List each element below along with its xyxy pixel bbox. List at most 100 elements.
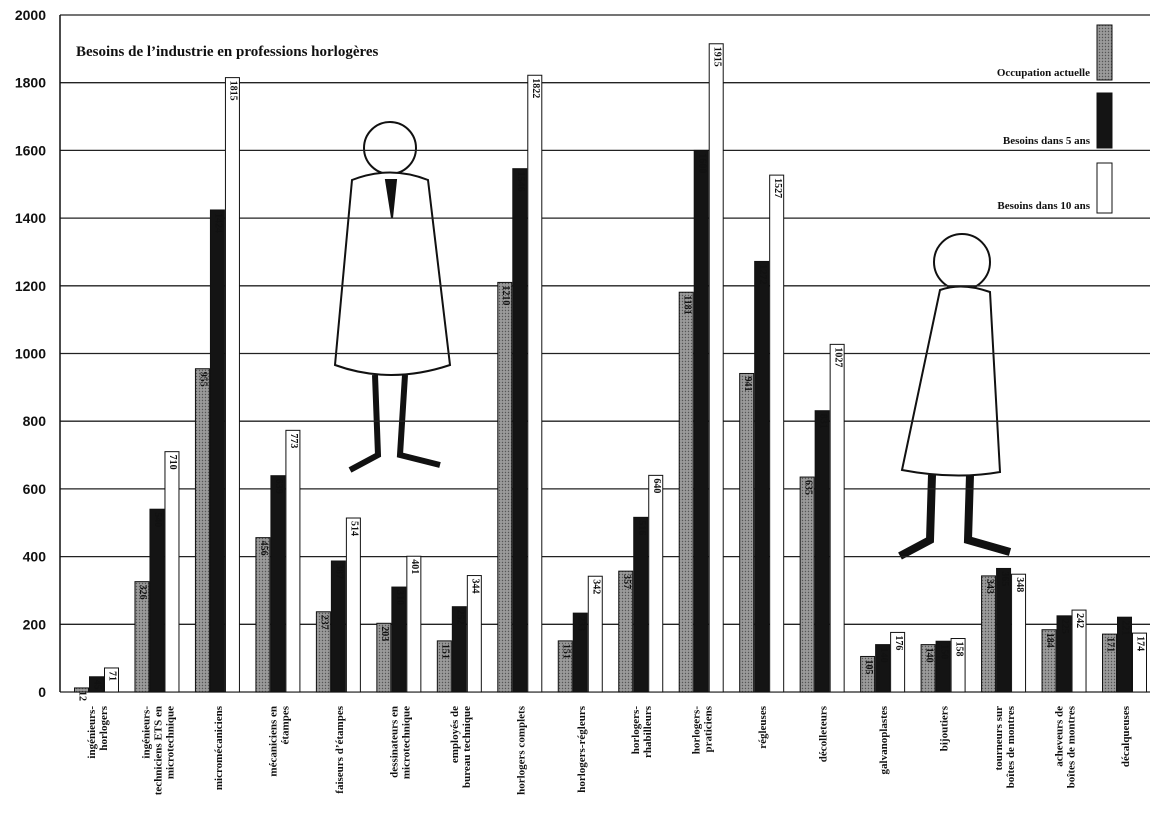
value-label: 514 (349, 521, 360, 536)
y-tick-label: 1000 (15, 346, 46, 362)
bar (755, 261, 769, 692)
value-label: 151 (440, 644, 451, 659)
value-label: 221 (1120, 620, 1131, 635)
x-tick-label: étampes (279, 705, 291, 744)
x-tick-label: faiseurs d’étampes (334, 705, 346, 793)
value-label: 640 (651, 478, 662, 493)
y-tick-label: 2000 (15, 7, 46, 23)
y-tick-label: 600 (23, 481, 47, 497)
bar (740, 373, 754, 692)
bar (331, 561, 345, 692)
value-label: 1027 (832, 347, 843, 367)
bar (271, 476, 285, 692)
x-tick-label: micromécaniciens (213, 705, 225, 790)
value-label: 1600 (696, 153, 707, 173)
value-label: 401 (409, 559, 420, 574)
x-tick-label: rhabilleurs (642, 705, 654, 758)
value-label: 1915 (711, 47, 722, 67)
legend-label: Besoins dans 5 ans (1003, 135, 1091, 147)
y-tick-label: 1400 (15, 210, 46, 226)
x-tick-label: microtechnique (400, 706, 412, 779)
x-tick-label: ingénieurs- (140, 706, 152, 759)
illustration-man-right (900, 234, 1010, 556)
value-label: 140 (878, 648, 889, 663)
legend-swatch (1097, 163, 1112, 213)
value-label: 252 (455, 610, 466, 625)
value-label: 233 (575, 616, 586, 631)
chart-title: Besoins de l’industrie en professions ho… (76, 44, 379, 60)
bar (679, 292, 693, 692)
chart: Besoins de l’industrie en professions ho… (0, 0, 1150, 834)
x-tick-label: régleuses (757, 705, 769, 748)
bar (195, 369, 209, 692)
x-tick-label: horlogers- (691, 706, 703, 755)
value-label: 176 (893, 635, 904, 650)
bar (513, 169, 527, 692)
value-label: 955 (198, 372, 209, 387)
bar (528, 75, 542, 692)
illustration-man-left (335, 122, 450, 470)
bar (346, 518, 360, 692)
bar (225, 78, 239, 692)
value-label: 310 (394, 590, 405, 605)
bar (815, 411, 829, 692)
value-label: 456 (258, 541, 269, 556)
value-label: 151 (560, 644, 571, 659)
bar (830, 344, 844, 692)
value-label: 105 (863, 659, 874, 674)
x-tick-label: mécaniciens en (267, 706, 279, 777)
y-tick-label: 1200 (15, 278, 46, 294)
value-label: 516 (636, 520, 647, 535)
value-label: 710 (167, 455, 178, 470)
x-tick-label: horlogers-régleurs (576, 705, 588, 792)
y-tick-label: 800 (23, 413, 47, 429)
value-label: 343 (984, 579, 995, 594)
value-label: 12 (77, 691, 88, 701)
value-label: 71 (107, 671, 118, 681)
bar (997, 568, 1011, 692)
y-tick-label: 1600 (15, 142, 46, 158)
value-label: 203 (379, 626, 390, 641)
value-label: 387 (334, 564, 345, 579)
legend-swatch (1097, 93, 1112, 148)
value-label: 831 (817, 414, 828, 429)
y-tick-label: 1800 (15, 75, 46, 91)
legend-label: Occupation actuelle (997, 67, 1090, 79)
value-label: 1424 (213, 213, 224, 233)
value-label: 150 (938, 644, 949, 659)
value-label: 357 (621, 574, 632, 589)
value-label: 344 (470, 579, 481, 594)
x-tick-label: horlogers complets (515, 705, 527, 795)
legend-swatch (1097, 25, 1112, 80)
value-label: 1181 (681, 295, 692, 314)
value-label: 184 (1044, 633, 1055, 648)
x-tick-label: bureau technique (461, 706, 473, 788)
x-tick-label: ingénieurs- (86, 706, 98, 759)
y-tick-label: 0 (38, 684, 46, 700)
value-label: 1210 (500, 285, 511, 305)
y-tick-label: 400 (23, 549, 47, 565)
value-label: 1815 (228, 81, 239, 101)
value-label: 348 (1014, 577, 1025, 592)
bar (256, 538, 270, 692)
bar (709, 44, 723, 692)
x-tick-label: horlogers- (630, 706, 642, 755)
x-tick-label: tourneurs sur (993, 706, 1005, 771)
x-tick-label: boîtes de montres (1066, 705, 1078, 788)
legend-label: Besoins dans 10 ans (997, 200, 1090, 212)
value-label: 1527 (772, 178, 783, 198)
bar (694, 150, 708, 692)
value-label: 174 (1135, 636, 1146, 651)
x-tick-label: techniciens ETS en (152, 706, 164, 795)
value-label: 1822 (530, 78, 541, 98)
bar (150, 509, 164, 692)
value-label: 225 (1059, 619, 1070, 634)
value-label: 342 (590, 579, 601, 594)
value-label: 45 (92, 680, 103, 690)
value-label: 365 (999, 571, 1010, 586)
value-label: 639 (273, 479, 284, 494)
y-tick-label: 200 (23, 616, 47, 632)
value-label: 326 (137, 585, 148, 600)
bar (800, 477, 814, 692)
value-label: 1546 (515, 172, 526, 192)
